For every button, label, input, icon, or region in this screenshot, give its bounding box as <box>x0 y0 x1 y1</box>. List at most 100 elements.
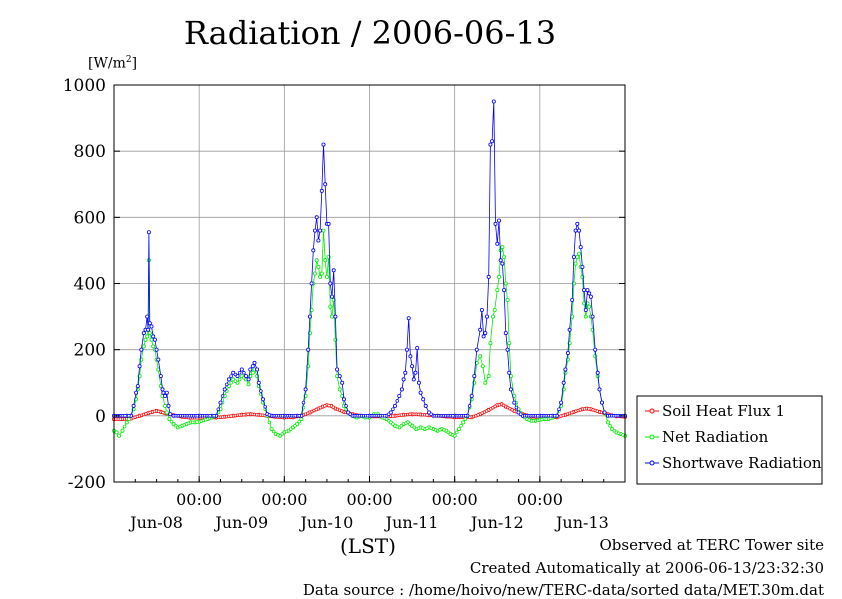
net-point <box>173 424 178 428</box>
shortwave-point <box>500 261 505 266</box>
soil-point <box>156 409 161 414</box>
net-point <box>246 382 251 387</box>
net-point <box>616 431 621 435</box>
shortwave-point <box>164 390 169 395</box>
shortwave-point <box>166 403 171 408</box>
y-unit-superscript: 2 <box>125 55 132 65</box>
x-axis: 00:00 00:00 00:00 00:00 00:00 Jun-08 Jun-09 Jun… <box>113 476 626 532</box>
net-point <box>147 331 152 336</box>
x-tick-label: 00:00 <box>261 490 307 509</box>
net-point <box>297 419 301 424</box>
shortwave-point <box>248 367 253 372</box>
net-point <box>186 421 191 426</box>
shortwave-point <box>152 337 157 342</box>
shortwave-point <box>518 412 523 416</box>
legend-label-shortwave: Shortwave Radiation <box>662 454 822 472</box>
shortwave-point <box>365 414 370 418</box>
legend-label-net: Net Radiation <box>662 428 769 446</box>
net-point <box>573 261 578 266</box>
shortwave-point <box>328 281 333 286</box>
shortwave-point <box>582 288 587 293</box>
soil-point <box>246 412 250 417</box>
shortwave-point <box>514 405 519 410</box>
shortwave-point <box>395 399 399 403</box>
x-day-label: Jun-13 <box>554 513 609 532</box>
net-point <box>169 419 174 424</box>
shortwave-point <box>319 188 324 193</box>
x-tick-label: 00:00 <box>517 490 563 509</box>
net-point <box>606 420 611 425</box>
y-axis: -200 0 200 400 600 800 1000 <box>63 76 625 493</box>
net-point <box>269 427 274 432</box>
shortwave-point <box>472 374 477 379</box>
shortwave-point <box>329 294 334 299</box>
shortwave-point <box>552 414 557 418</box>
shortwave-point <box>503 331 508 336</box>
shortwave-point <box>233 372 238 377</box>
net-point <box>480 364 485 369</box>
net-point <box>391 422 395 426</box>
net-point <box>486 374 491 379</box>
shortwave-point <box>575 221 580 226</box>
net-point <box>293 424 297 428</box>
x-day-label: Jun-12 <box>469 513 524 532</box>
legend-swatch-marker <box>649 408 655 414</box>
shortwave-point <box>413 370 418 375</box>
shortwave-point <box>451 414 455 418</box>
shortwave-point <box>161 390 166 395</box>
shortwave-point <box>208 414 212 418</box>
footer-created: Created Automatically at 2006-06-13/23:3… <box>469 559 824 577</box>
shortwave-point <box>145 314 150 319</box>
shortwave-point <box>250 364 255 369</box>
net-point <box>164 410 169 415</box>
net-point <box>280 432 284 436</box>
soil-point <box>493 404 497 409</box>
soil-point <box>327 403 331 408</box>
y-unit-suffix: ] <box>131 55 138 72</box>
shortwave-point <box>225 382 229 387</box>
shortwave-point <box>559 400 564 405</box>
shortwave-point <box>256 380 261 385</box>
shortwave-point <box>491 99 496 104</box>
shortwave-point <box>303 387 308 392</box>
shortwave-point <box>588 294 593 299</box>
net-point <box>237 377 242 382</box>
shortwave-point <box>563 367 568 372</box>
net-point <box>178 424 182 429</box>
shortwave-point <box>408 354 413 359</box>
net-point <box>203 418 208 422</box>
shortwave-point <box>595 370 600 375</box>
shortwave-point <box>154 347 159 352</box>
shortwave-point <box>578 245 583 250</box>
shortwave-point <box>229 374 233 378</box>
shortwave-point <box>331 268 336 273</box>
shortwave-point <box>323 182 328 187</box>
soil-point <box>425 413 429 417</box>
net-point <box>587 304 592 309</box>
soil-point <box>152 409 157 414</box>
shortwave-point <box>486 274 491 279</box>
net-point <box>459 424 463 428</box>
net-point <box>438 428 442 432</box>
net-point <box>420 426 425 430</box>
soil-point <box>497 403 502 407</box>
shortwave-point <box>255 367 260 372</box>
shortwave-point <box>590 314 595 319</box>
shortwave-point <box>406 316 411 321</box>
net-point <box>337 387 342 392</box>
shortwave-point <box>220 394 225 398</box>
shortwave-point <box>263 404 267 409</box>
shortwave-point <box>583 307 588 312</box>
shortwave-point <box>312 228 317 233</box>
shortwave-point <box>168 412 173 417</box>
net-point <box>329 314 334 319</box>
net-point <box>250 370 255 375</box>
net-point <box>324 274 329 279</box>
net-point <box>502 254 507 259</box>
shortwave-point <box>502 288 507 293</box>
shortwave-point <box>267 413 272 417</box>
shortwave-point <box>474 347 479 352</box>
shortwave-point <box>252 360 257 365</box>
soil-point <box>340 409 344 413</box>
soil-point <box>237 413 242 417</box>
